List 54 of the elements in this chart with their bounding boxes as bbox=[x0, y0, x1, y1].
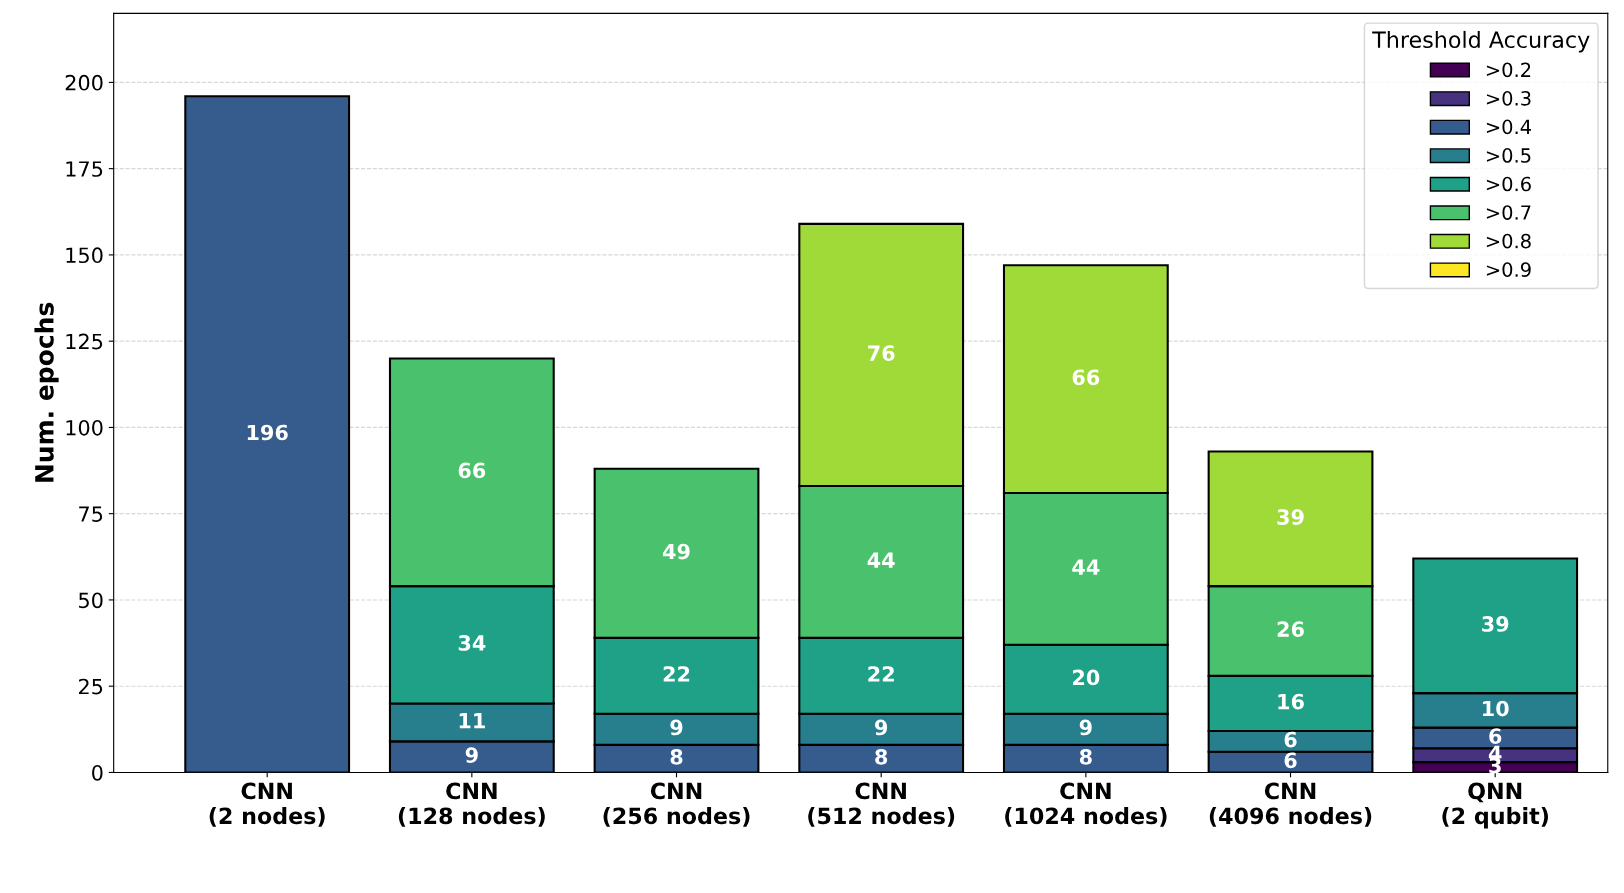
data-label: 8 bbox=[1079, 748, 1092, 765]
x-tick-label: CNN (4096 nodes) bbox=[1209, 782, 1372, 827]
data-label: 26 bbox=[1277, 621, 1304, 638]
y-tick-label: 200 bbox=[65, 74, 103, 91]
x-tick-label: CNN (256 nodes) bbox=[603, 782, 750, 827]
y-tick-label: 75 bbox=[79, 506, 103, 522]
data-label: 10 bbox=[1483, 700, 1509, 717]
x-tick-label: CNN (2 nodes) bbox=[209, 782, 325, 827]
data-label: 11 bbox=[459, 712, 485, 729]
legend-label: >0.6 bbox=[1486, 176, 1531, 192]
data-label: 34 bbox=[458, 635, 486, 651]
legend-label: >0.5 bbox=[1486, 148, 1531, 163]
data-label: 44 bbox=[1072, 559, 1100, 575]
data-label: 6 bbox=[1284, 731, 1297, 748]
data-label: 22 bbox=[663, 666, 690, 682]
data-label: 20 bbox=[1073, 669, 1100, 686]
data-label: 9 bbox=[670, 719, 683, 736]
data-label: 196 bbox=[247, 424, 288, 441]
data-label: 66 bbox=[1072, 369, 1100, 386]
legend-label: >0.2 bbox=[1486, 62, 1531, 78]
data-label: 49 bbox=[662, 543, 690, 560]
x-tick-label: QNN (2 qubit) bbox=[1442, 782, 1548, 829]
legend-label: >0.8 bbox=[1486, 233, 1531, 249]
legend-label: >0.3 bbox=[1486, 91, 1531, 106]
data-label: 16 bbox=[1278, 693, 1304, 710]
y-tick-label: 100 bbox=[66, 419, 103, 436]
legend-title: Threshold Accuracy bbox=[1372, 30, 1590, 53]
y-axis-title: Num. epochs bbox=[34, 302, 59, 482]
legend-label: >0.9 bbox=[1486, 262, 1531, 277]
y-tick-label: 175 bbox=[66, 161, 103, 177]
legend-label: >0.4 bbox=[1486, 119, 1531, 135]
data-label: 9 bbox=[465, 747, 478, 763]
x-tick-label: CNN (1024 nodes) bbox=[1005, 782, 1167, 827]
data-label: 8 bbox=[670, 748, 683, 765]
data-label: 76 bbox=[868, 345, 895, 362]
y-tick-label: 125 bbox=[66, 333, 103, 350]
legend-label: >0.7 bbox=[1486, 205, 1531, 220]
data-label: 39 bbox=[1482, 616, 1509, 632]
x-tick-label: CNN (128 nodes) bbox=[398, 782, 545, 827]
data-label: 22 bbox=[868, 666, 894, 682]
data-label: 44 bbox=[867, 552, 895, 568]
data-label: 6 bbox=[1284, 752, 1297, 769]
x-tick-label: CNN (512 nodes) bbox=[808, 782, 955, 827]
data-label: 8 bbox=[875, 748, 888, 765]
data-label: 9 bbox=[875, 719, 888, 736]
y-tick-label: 25 bbox=[78, 678, 103, 695]
y-tick-label: 50 bbox=[79, 592, 103, 609]
bar bbox=[184, 95, 351, 773]
y-tick-label: 0 bbox=[92, 764, 103, 781]
y-tick-label: 150 bbox=[66, 247, 103, 264]
data-label: 66 bbox=[458, 462, 486, 479]
data-label: 9 bbox=[1079, 719, 1092, 736]
data-label: 6 bbox=[1489, 728, 1502, 744]
data-label: 39 bbox=[1277, 509, 1304, 525]
